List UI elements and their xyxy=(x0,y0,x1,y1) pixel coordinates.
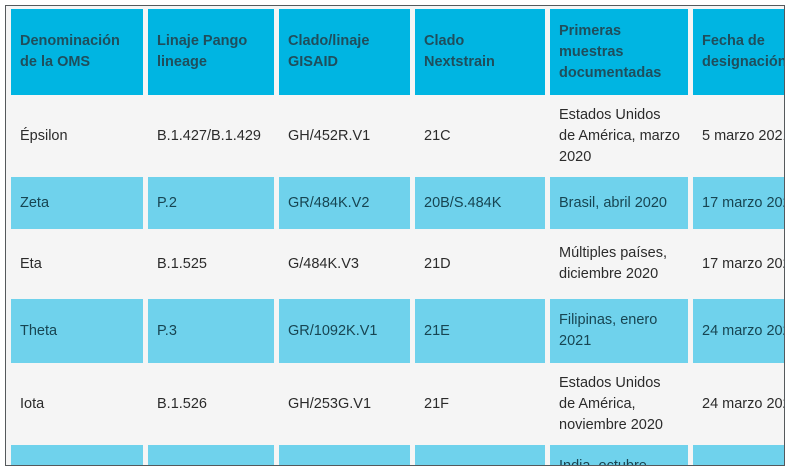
cell-first-samples: Estados Unidos de América, noviembre 202… xyxy=(550,366,688,442)
cell-nextstrain: 21B xyxy=(415,445,545,465)
variant-name-text: Iota xyxy=(20,395,45,412)
cell-who-label: Theta xyxy=(11,299,143,363)
variants-table-frame: Denominación de la OMS Linaje Pango line… xyxy=(5,5,785,466)
column-header-who-label[interactable]: Denominación de la OMS xyxy=(11,9,143,95)
cell-pango: P.2 xyxy=(148,177,274,229)
cell-nextstrain: 21D xyxy=(415,232,545,296)
cell-nextstrain: 21C xyxy=(415,98,545,174)
cell-pango: B.1.526 xyxy=(148,366,274,442)
table-header: Denominación de la OMS Linaje Pango line… xyxy=(11,9,784,95)
cell-gisaid: G/452R.V3 xyxy=(279,445,410,465)
cell-gisaid: GR/484K.V2 xyxy=(279,177,410,229)
cell-who-label: Kappa xyxy=(11,445,143,465)
variant-name-text: Zeta xyxy=(20,194,50,211)
header-row: Denominación de la OMS Linaje Pango line… xyxy=(11,9,784,95)
table-body: Épsilon B.1.427/B.1.429 GH/452R.V1 21C E… xyxy=(11,98,784,465)
cell-pango: P.3 xyxy=(148,299,274,363)
column-header-designation[interactable]: Fecha de designación xyxy=(693,9,784,95)
cell-gisaid: G/484K.V3 xyxy=(279,232,410,296)
variant-name-text: Eta xyxy=(20,255,42,272)
cell-first-samples: Estados Unidos de América, marzo 2020 xyxy=(550,98,688,174)
cell-gisaid: GR/1092K.V1 xyxy=(279,299,410,363)
cell-nextstrain: 21E xyxy=(415,299,545,363)
cell-first-samples: Filipinas, enero 2021 xyxy=(550,299,688,363)
table-row[interactable]: Kappa B.1.617.1 G/452R.V3 21B India, oct… xyxy=(11,445,784,465)
cell-designation: 4 abril 2021 xyxy=(693,445,784,465)
column-header-gisaid[interactable]: Clado/linaje GISAID xyxy=(279,9,410,95)
table-row[interactable]: Épsilon B.1.427/B.1.429 GH/452R.V1 21C E… xyxy=(11,98,784,174)
cell-first-samples: Múltiples países, diciembre 2020 xyxy=(550,232,688,296)
column-header-nextstrain[interactable]: Clado Nextstrain xyxy=(415,9,545,95)
cell-designation: 24 marzo 2021 xyxy=(693,299,784,363)
cell-designation: 24 marzo 2021 xyxy=(693,366,784,442)
table-row[interactable]: Iota B.1.526 GH/253G.V1 21F Estados Unid… xyxy=(11,366,784,442)
cell-first-samples: India, octubre 2020 xyxy=(550,445,688,465)
column-header-first-samples[interactable]: Primeras muestras documentadas xyxy=(550,9,688,95)
cell-who-label: Épsilon xyxy=(11,98,143,174)
cell-who-label: Zeta xyxy=(11,177,143,229)
cell-gisaid: GH/452R.V1 xyxy=(279,98,410,174)
table-row[interactable]: Zeta P.2 GR/484K.V2 20B/S.484K Brasil, a… xyxy=(11,177,784,229)
column-header-pango[interactable]: Linaje Pango lineage xyxy=(148,9,274,95)
cell-designation: 5 marzo 2021 xyxy=(693,98,784,174)
table-row[interactable]: Theta P.3 GR/1092K.V1 21E Filipinas, ene… xyxy=(11,299,784,363)
cell-who-label: Eta xyxy=(11,232,143,296)
cell-gisaid: GH/253G.V1 xyxy=(279,366,410,442)
variant-name-text: Theta xyxy=(20,322,58,339)
cell-pango: B.1.525 xyxy=(148,232,274,296)
cell-designation: 17 marzo 2021 xyxy=(693,232,784,296)
cell-nextstrain: 20B/S.484K xyxy=(415,177,545,229)
cell-designation: 17 marzo 2021 xyxy=(693,177,784,229)
table-row[interactable]: Eta B.1.525 G/484K.V3 21D Múltiples país… xyxy=(11,232,784,296)
variants-table: Denominación de la OMS Linaje Pango line… xyxy=(6,6,784,465)
cell-pango: B.1.427/B.1.429 xyxy=(148,98,274,174)
cell-pango: B.1.617.1 xyxy=(148,445,274,465)
cell-first-samples: Brasil, abril 2020 xyxy=(550,177,688,229)
cell-who-label: Iota xyxy=(11,366,143,442)
cell-nextstrain: 21F xyxy=(415,366,545,442)
variant-name-text: Épsilon xyxy=(20,127,68,144)
